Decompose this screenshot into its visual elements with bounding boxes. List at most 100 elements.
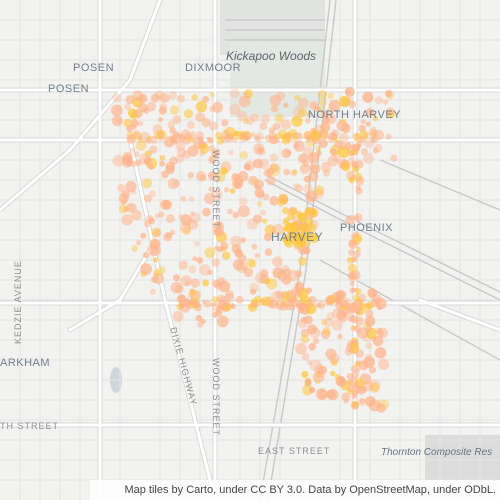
heat-point <box>217 315 229 328</box>
heat-point <box>272 122 281 131</box>
heat-point <box>365 327 377 339</box>
heat-point <box>212 101 223 113</box>
heat-point <box>269 300 279 309</box>
heat-point <box>159 93 170 103</box>
heat-point <box>202 279 210 287</box>
heat-point <box>167 120 176 129</box>
heat-point <box>295 343 307 355</box>
heat-point <box>322 169 330 177</box>
heat-point <box>272 223 284 236</box>
heat-point <box>354 307 362 315</box>
heat-point <box>295 184 303 193</box>
heat-point <box>167 177 180 190</box>
heat-point <box>170 281 183 294</box>
heat-point <box>335 309 347 321</box>
heat-point <box>133 151 140 158</box>
heat-point <box>187 133 192 138</box>
heat-point <box>209 92 215 98</box>
heat-point <box>234 181 242 188</box>
heat-point <box>157 135 165 142</box>
label-147th-street: TH STREET <box>0 421 60 431</box>
heat-point <box>136 240 142 246</box>
heat-point <box>202 95 209 103</box>
heat-point <box>207 270 213 275</box>
heat-point <box>195 100 208 113</box>
heat-point <box>358 397 367 407</box>
heat-point <box>254 295 262 303</box>
heat-point <box>290 236 299 245</box>
heat-point <box>348 249 355 256</box>
heat-point <box>215 309 223 317</box>
heat-point <box>272 267 284 279</box>
heat-point <box>303 247 311 255</box>
label-147th-street-east: EAST STREET <box>258 446 331 456</box>
heat-point <box>309 359 322 372</box>
heat-point <box>111 115 123 127</box>
heat-point <box>245 116 254 125</box>
heat-point <box>294 94 301 102</box>
heat-point <box>327 92 334 100</box>
heat-point <box>318 130 329 140</box>
heat-point <box>330 370 336 377</box>
heat-point <box>296 132 302 138</box>
heat-point <box>194 241 200 247</box>
heat-point <box>150 93 160 103</box>
heat-point <box>227 208 234 215</box>
heat-point <box>370 135 379 144</box>
heat-point <box>300 298 305 304</box>
heat-point <box>188 136 194 143</box>
heat-point <box>254 253 260 259</box>
heat-point <box>148 163 155 170</box>
heat-point <box>159 155 166 161</box>
heat-point <box>365 342 373 350</box>
heat-point <box>347 388 354 395</box>
heat-point <box>275 290 284 299</box>
heat-point <box>254 183 260 190</box>
heat-point <box>260 114 271 124</box>
heat-point <box>190 278 200 288</box>
heat-point <box>369 382 380 393</box>
heat-point <box>221 129 231 139</box>
heat-point <box>359 398 365 404</box>
heat-point <box>180 302 191 313</box>
heat-point <box>211 258 221 267</box>
heat-point <box>269 196 279 206</box>
label-posen-1: POSEN <box>73 62 115 74</box>
heat-point <box>131 209 142 221</box>
heat-point <box>347 263 357 273</box>
heat-point <box>315 388 328 400</box>
heat-point <box>374 96 384 105</box>
heat-point <box>137 136 143 142</box>
heat-point <box>153 269 161 277</box>
heat-point <box>300 328 310 338</box>
heat-point <box>239 133 248 142</box>
heat-point <box>348 239 359 250</box>
heat-point <box>211 148 221 158</box>
heat-point <box>311 129 319 137</box>
label-dixmoor: DIXMOOR <box>185 62 242 74</box>
heat-point <box>280 268 287 275</box>
heat-point <box>308 233 319 244</box>
heat-point <box>285 224 292 231</box>
heat-point <box>208 186 214 192</box>
heat-point <box>390 154 398 162</box>
heat-point <box>216 136 225 145</box>
heat-point <box>356 246 362 252</box>
heat-point <box>325 348 337 360</box>
heat-point <box>191 131 196 136</box>
heat-point <box>225 290 235 299</box>
heat-point <box>236 261 248 274</box>
heat-point <box>137 120 144 127</box>
heat-point <box>131 245 138 252</box>
heat-point <box>243 118 249 124</box>
heat-point <box>364 315 376 327</box>
heat-point <box>229 103 241 115</box>
heat-point <box>349 343 360 354</box>
heat-point <box>271 290 283 302</box>
heat-point <box>372 147 379 154</box>
heat-point <box>351 371 359 380</box>
heat-point <box>338 96 350 107</box>
heat-point <box>307 171 319 182</box>
heat-point <box>260 269 269 278</box>
